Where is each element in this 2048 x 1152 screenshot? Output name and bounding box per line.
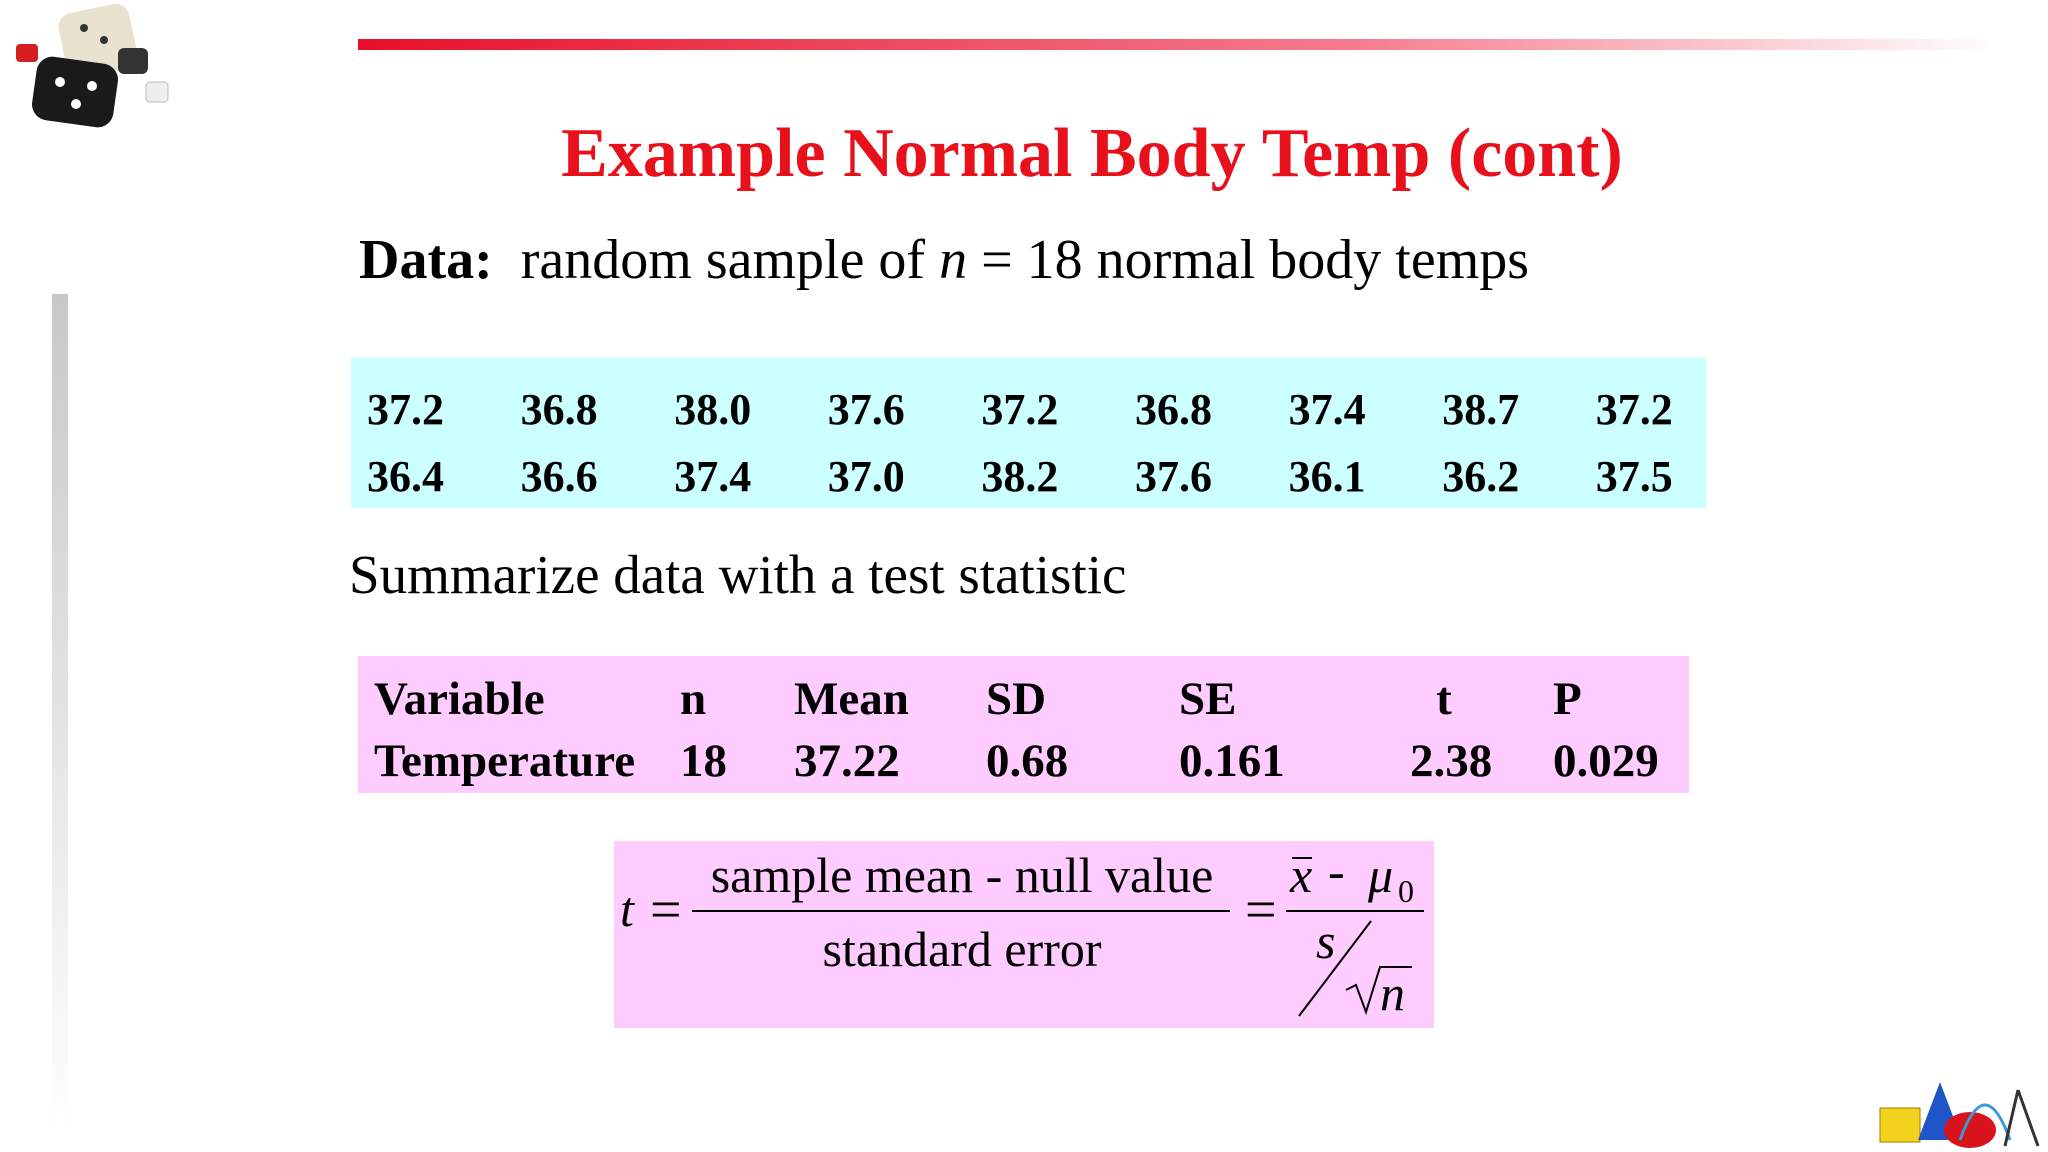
stats-cell: 2.38	[1410, 735, 1492, 787]
data-cell: 36.8	[1135, 385, 1212, 434]
minus-symbol: -	[1328, 843, 1345, 899]
data-cell: 38.2	[981, 452, 1058, 501]
formula-equals: =	[650, 879, 682, 941]
formula-bg	[614, 841, 1434, 1028]
intro-label: Data:	[359, 229, 493, 291]
dice-logo	[16, 3, 169, 128]
data-cell: 37.4	[1289, 385, 1366, 434]
intro-variable: n	[939, 229, 967, 291]
stats-cell: 0.68	[986, 735, 1068, 787]
data-cell: 37.6	[1135, 452, 1212, 501]
stats-cell: Temperature	[374, 735, 635, 787]
stats-cell: 18	[680, 735, 727, 787]
formula-numerator: sample mean - null value	[711, 847, 1214, 903]
data-cell: 38.0	[674, 385, 751, 434]
data-cell: 37.6	[828, 385, 905, 434]
sd-symbol: s	[1316, 913, 1335, 969]
mu-symbol: μ	[1367, 847, 1393, 903]
intro-text: random sample of	[521, 229, 926, 291]
data-cell: 37.2	[981, 385, 1058, 434]
data-cell: 37.4	[674, 452, 751, 501]
formula-equals: =	[1245, 879, 1277, 941]
stats-table: Variable n Mean SD SE t P Temperature 18 37.22 0.6…	[374, 673, 1659, 787]
data-cell: 36.1	[1289, 452, 1366, 501]
formula-lhs: t	[620, 881, 635, 937]
data-cell: 38.7	[1442, 385, 1519, 434]
intro-rest: = 18 normal body temps	[981, 229, 1529, 291]
data-cell: 36.6	[521, 452, 598, 501]
data-table: 37.2 36.8 38.0 37.6 37.2 36.8 37.4 38.7 37.2 36.4…	[367, 385, 1673, 501]
data-cell: 36.8	[521, 385, 598, 434]
formula-denominator: standard error	[822, 921, 1101, 977]
data-cell: 37.5	[1596, 452, 1673, 501]
size-symbol: n	[1380, 965, 1405, 1021]
data-cell: 36.4	[367, 452, 444, 501]
slide-title: Example Normal Body Temp (cont)	[561, 115, 1623, 192]
stats-header: n	[680, 673, 706, 725]
data-cell: 37.2	[367, 385, 444, 434]
stats-header: t	[1436, 673, 1452, 725]
data-cell: 37.0	[828, 452, 905, 501]
summary-text: Summarize data with a test statistic	[349, 544, 1126, 605]
data-cell: 36.2	[1442, 452, 1519, 501]
intro-line: Data: random sample of n = 18 normal body t…	[359, 229, 1529, 291]
stats-cell: 0.029	[1553, 735, 1659, 787]
stats-header: P	[1553, 673, 1582, 725]
sqrt-sign	[1345, 966, 1412, 1016]
mean-symbol: x	[1289, 847, 1312, 903]
stats-header: Variable	[374, 673, 545, 725]
stats-cell: 0.161	[1179, 735, 1285, 787]
title-rule	[358, 39, 2000, 50]
stats-header: Mean	[794, 673, 909, 725]
stats-header: SD	[986, 673, 1046, 725]
data-table-bg	[351, 358, 1706, 508]
data-cell: 37.2	[1596, 385, 1673, 434]
mu-subscript: 0	[1398, 873, 1414, 909]
stats-cell: 37.22	[794, 735, 900, 787]
stats-table-bg	[358, 656, 1689, 793]
stats-header: SE	[1179, 673, 1237, 725]
slash	[1298, 920, 1372, 1017]
math-logo	[1879, 1082, 2040, 1148]
formula: t = sample mean - null value standard er…	[620, 843, 1424, 1021]
side-bar	[52, 294, 68, 1136]
